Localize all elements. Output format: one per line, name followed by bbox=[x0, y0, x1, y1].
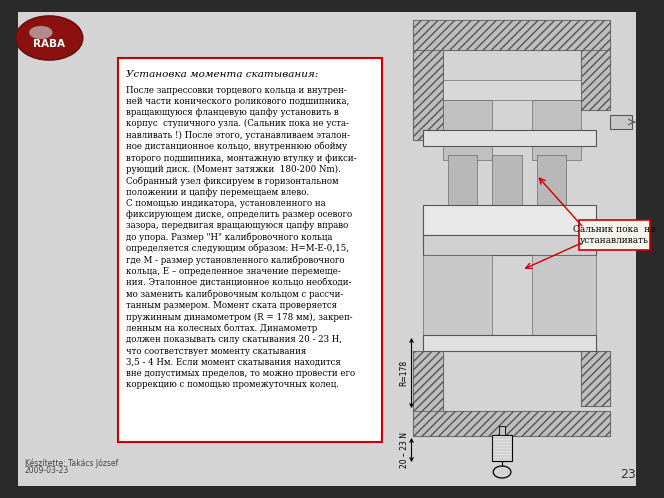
Bar bbox=[581, 351, 610, 406]
Bar bbox=[443, 100, 492, 160]
Text: Установка момента скатывания:: Установка момента скатывания: bbox=[126, 70, 318, 79]
Bar bbox=[443, 80, 581, 100]
Bar bbox=[414, 50, 443, 140]
Bar bbox=[492, 435, 512, 461]
Bar bbox=[537, 155, 566, 205]
Bar bbox=[118, 58, 382, 442]
Bar bbox=[532, 100, 581, 160]
Bar bbox=[532, 255, 596, 335]
Bar bbox=[414, 351, 443, 411]
Bar bbox=[581, 50, 610, 110]
Text: RABA: RABA bbox=[33, 38, 65, 48]
Text: 23: 23 bbox=[620, 468, 636, 481]
Ellipse shape bbox=[16, 16, 83, 60]
Text: Készítette: Takács József: Készítette: Takács József bbox=[25, 458, 118, 468]
Bar bbox=[424, 235, 596, 255]
Bar bbox=[424, 335, 596, 351]
Bar bbox=[424, 205, 596, 235]
Bar bbox=[492, 155, 522, 205]
Bar bbox=[610, 115, 632, 129]
Bar bbox=[424, 255, 492, 335]
Bar bbox=[581, 50, 610, 110]
Bar bbox=[414, 20, 610, 50]
Bar bbox=[424, 130, 596, 146]
Bar bbox=[414, 50, 443, 140]
Bar bbox=[448, 155, 477, 205]
Bar bbox=[414, 351, 443, 411]
Bar bbox=[499, 426, 505, 435]
Text: После запрессовки торцевого кольца и внутрен-
ней части конического роликового п: После запрессовки торцевого кольца и вну… bbox=[126, 86, 357, 389]
Bar bbox=[414, 411, 610, 436]
Bar bbox=[581, 351, 610, 406]
Ellipse shape bbox=[29, 26, 52, 39]
Text: Сальник пока  не
устанавливать: Сальник пока не устанавливать bbox=[573, 225, 655, 245]
Text: R=178: R=178 bbox=[400, 360, 408, 386]
Bar bbox=[414, 20, 610, 50]
Text: 20 – 23 N: 20 – 23 N bbox=[400, 432, 408, 468]
Bar bbox=[414, 411, 610, 436]
Bar bbox=[384, 12, 636, 486]
Bar bbox=[579, 220, 650, 250]
Text: 2009-03-23: 2009-03-23 bbox=[25, 466, 69, 475]
